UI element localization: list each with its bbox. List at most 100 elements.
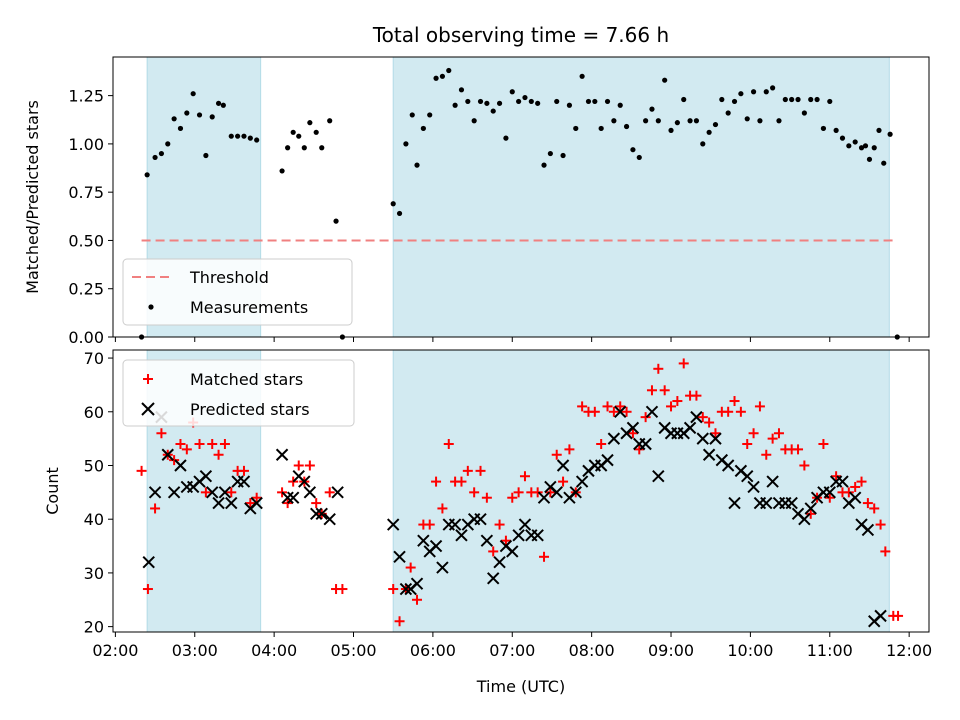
matched-star-point bbox=[850, 481, 861, 492]
measurement-point bbox=[333, 218, 339, 224]
predicted-star-point bbox=[537, 491, 551, 504]
y-tick-label: 60 bbox=[84, 403, 104, 422]
predicted-star-point bbox=[275, 448, 289, 461]
measurement-point bbox=[630, 147, 636, 153]
measurement-point bbox=[409, 112, 415, 118]
measurement-point bbox=[887, 131, 893, 137]
top-axes-frame bbox=[112, 56, 930, 338]
chart-title: Total observing time = 7.66 h bbox=[372, 23, 669, 47]
measurement-point bbox=[420, 125, 426, 132]
matched-star-point bbox=[213, 449, 224, 460]
measurement-point bbox=[604, 98, 611, 105]
measurement-point bbox=[585, 98, 592, 105]
measurement-point bbox=[674, 120, 680, 126]
measurement-point bbox=[881, 160, 887, 166]
predicted-star-point bbox=[298, 475, 311, 488]
matched-star-point bbox=[862, 498, 873, 509]
y-tick-label: 1.00 bbox=[68, 135, 104, 154]
predicted-star-point bbox=[303, 486, 317, 499]
top-panel: 0.00 0.25 0.50 0.75 1.00 1.25 Total observing… bbox=[23, 23, 930, 347]
measurement-point bbox=[490, 108, 496, 114]
measurement-point bbox=[833, 127, 839, 133]
measurement-point bbox=[814, 96, 820, 103]
bottom-axis-ticks: 02:00 03:00 04:00 05:00 06:00 07:00 08:00 09:00… bbox=[84, 349, 933, 660]
measurement-point bbox=[279, 168, 285, 174]
predicted-star-point bbox=[804, 502, 817, 515]
matched-star-point bbox=[723, 406, 734, 417]
predicted-star-point bbox=[639, 437, 652, 451]
predicted-star-point bbox=[331, 486, 344, 499]
predicted-star-point bbox=[206, 486, 219, 499]
matched-star-point bbox=[805, 508, 816, 519]
predicted-star-point bbox=[709, 432, 722, 445]
x-tick-label: 09:00 bbox=[648, 641, 694, 660]
matched-star-point bbox=[824, 492, 835, 503]
measurement-point bbox=[598, 125, 604, 132]
measurement-point bbox=[403, 141, 409, 147]
matched-star-point bbox=[558, 476, 569, 487]
x-tick-label: 07:00 bbox=[489, 641, 535, 660]
measurement-point bbox=[592, 98, 598, 105]
measurement-point bbox=[171, 116, 177, 122]
matched-star-point bbox=[150, 503, 161, 514]
measurement-point bbox=[228, 133, 234, 139]
measurement-point bbox=[477, 98, 484, 105]
measurement-point bbox=[220, 102, 226, 108]
predicted-star-point bbox=[518, 518, 532, 531]
matched-star-point bbox=[710, 428, 721, 439]
matched-star-point bbox=[412, 594, 423, 605]
matched-star-point bbox=[194, 439, 205, 449]
measurement-point bbox=[285, 145, 291, 151]
predicted-star-point bbox=[823, 486, 836, 499]
measurement-point bbox=[509, 89, 515, 95]
predicted-star-point bbox=[512, 529, 525, 542]
measurement-point bbox=[458, 87, 465, 93]
measurement-point bbox=[862, 143, 869, 149]
predicted-star-point bbox=[218, 486, 232, 499]
predicted-star-point bbox=[493, 555, 506, 569]
measurement-point bbox=[215, 100, 222, 106]
measurement-point bbox=[757, 118, 763, 124]
predicted-star-point bbox=[448, 518, 462, 531]
measurement-point bbox=[177, 125, 184, 132]
predicted-star-point bbox=[607, 432, 621, 445]
measurement-point bbox=[152, 154, 158, 161]
predicted-star-point bbox=[148, 486, 162, 499]
matched-star-point bbox=[200, 487, 211, 498]
y-tick-label: 40 bbox=[84, 510, 104, 529]
matched-star-point bbox=[748, 428, 759, 439]
measurement-point bbox=[820, 125, 827, 132]
y-tick-label: 1.25 bbox=[68, 87, 104, 106]
matched-star-point bbox=[646, 385, 657, 396]
count-points bbox=[136, 358, 904, 628]
x-tick-label: 12:00 bbox=[886, 641, 932, 660]
measurement-point bbox=[623, 123, 630, 130]
matched-star-point bbox=[818, 439, 829, 449]
measurement-points bbox=[138, 67, 900, 340]
predicted-star-point bbox=[429, 539, 443, 553]
predicted-star-point bbox=[309, 507, 323, 521]
x-tick-label: 10:00 bbox=[727, 641, 773, 660]
measurement-point bbox=[190, 91, 196, 97]
predicted-star-point bbox=[848, 491, 862, 504]
predicted-star-point bbox=[728, 496, 741, 510]
predicted-star-point bbox=[506, 545, 519, 558]
measurement-point bbox=[700, 141, 706, 147]
matched-star-point bbox=[589, 406, 600, 417]
measurement-point bbox=[427, 112, 433, 118]
measurement-point bbox=[165, 141, 171, 147]
predicted-star-point bbox=[741, 470, 754, 483]
matched-star-point bbox=[666, 401, 677, 412]
x-tick-label: 04:00 bbox=[251, 641, 297, 660]
matched-star-point bbox=[704, 417, 715, 428]
matched-star-point bbox=[156, 428, 167, 439]
measurement-point bbox=[643, 118, 649, 124]
matched-star-point bbox=[324, 487, 335, 498]
matched-star-point bbox=[142, 584, 153, 595]
measurement-point bbox=[719, 96, 725, 103]
legend-matched-label: Matched stars bbox=[190, 370, 303, 389]
measurement-point bbox=[839, 135, 846, 141]
matched-star-point bbox=[238, 465, 249, 476]
measurement-point bbox=[852, 139, 858, 145]
